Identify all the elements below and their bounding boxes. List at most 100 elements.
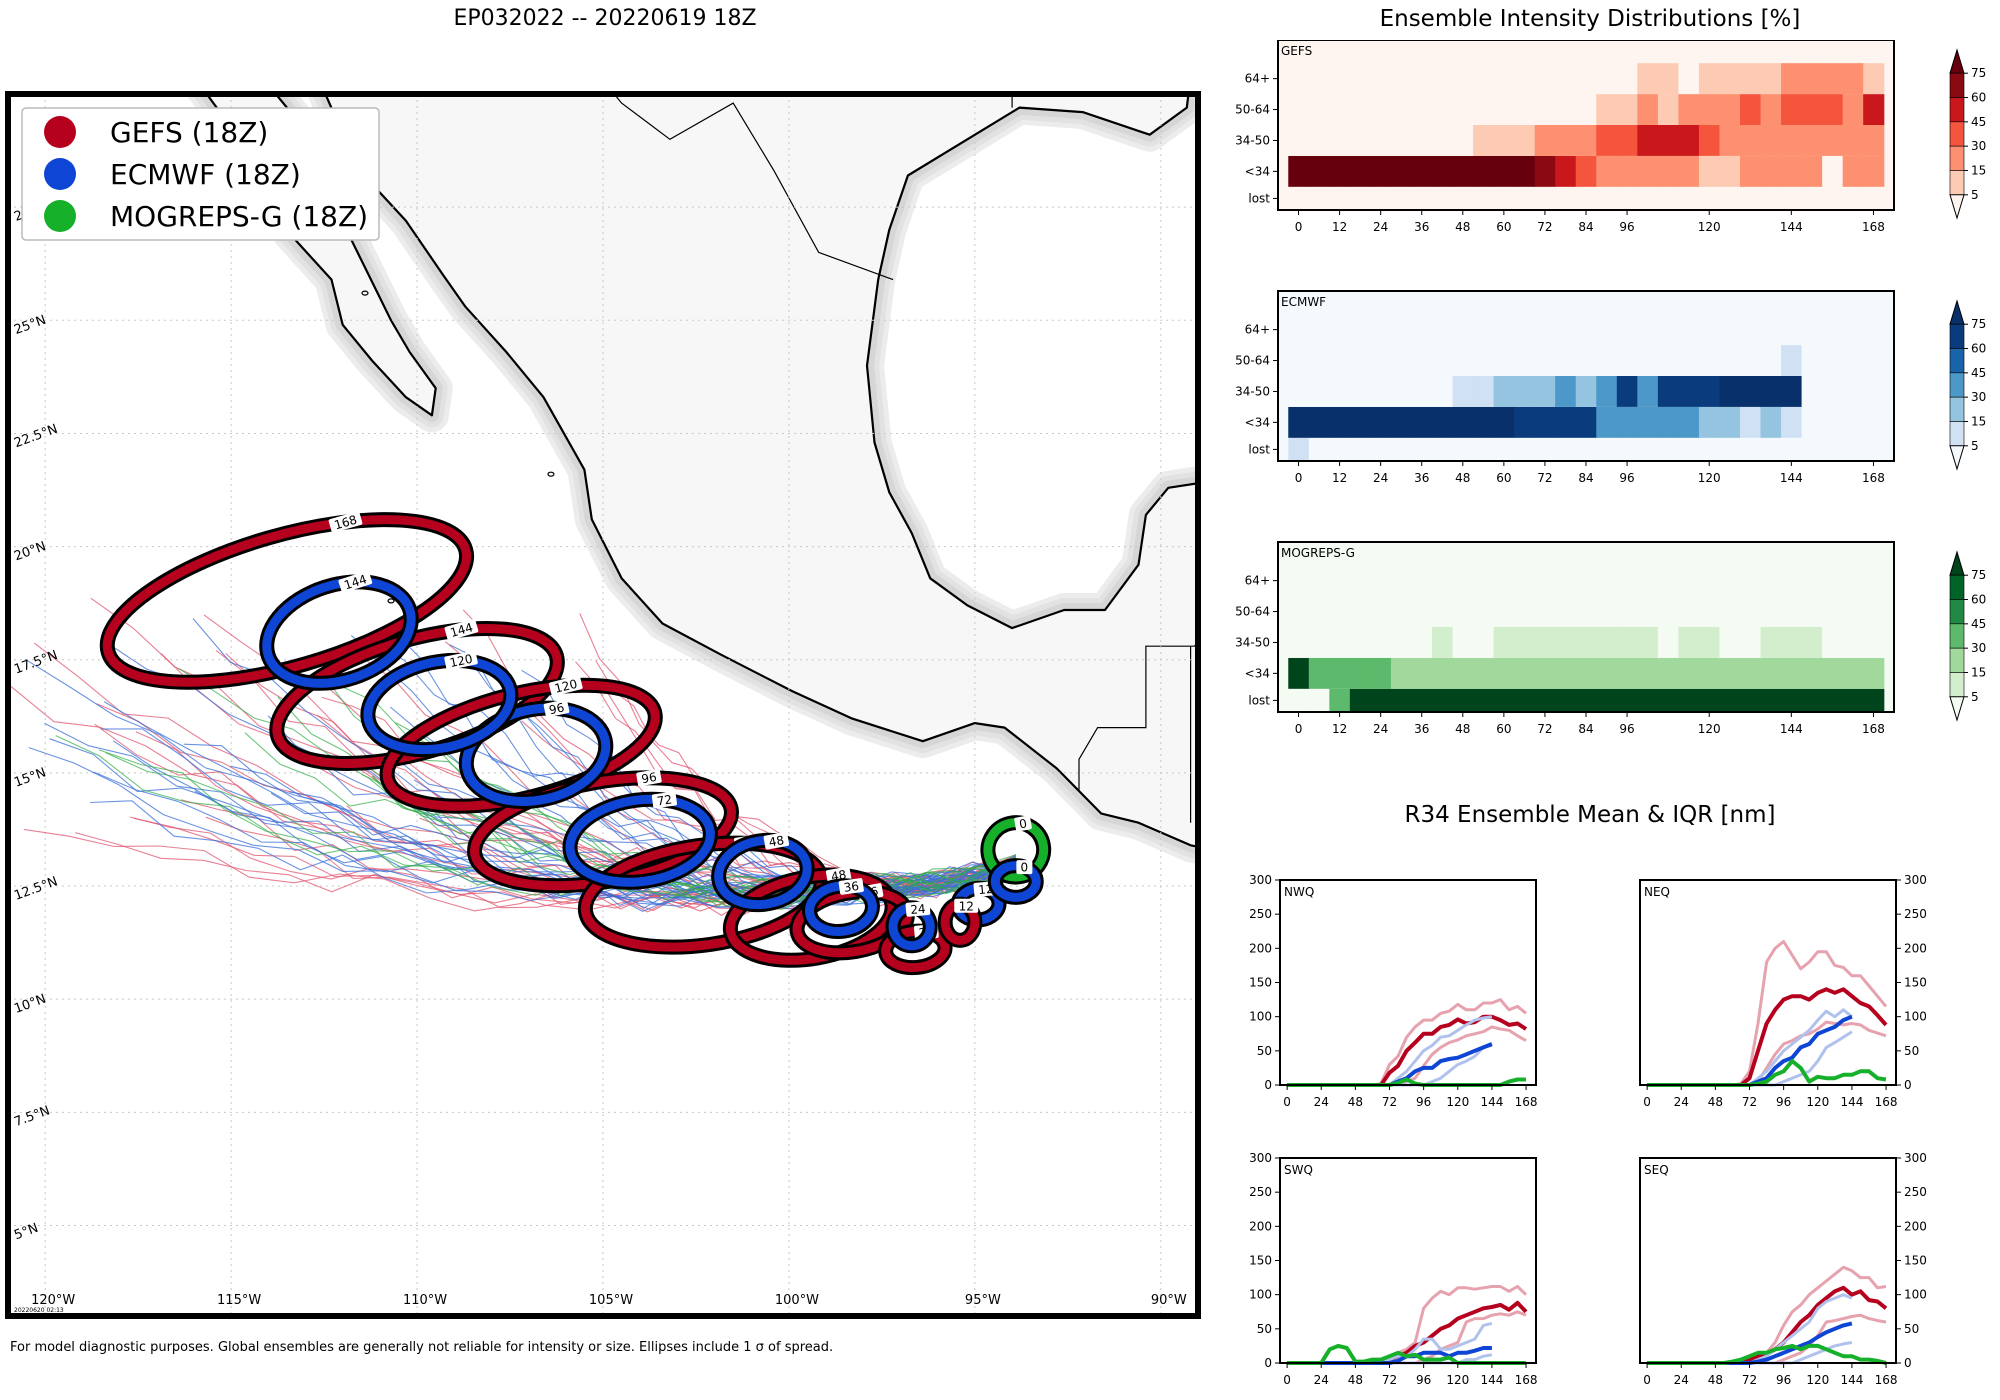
ellipse-label: 144 [342,572,368,592]
heat-cell [1575,596,1597,627]
colorbar-max [1949,48,1965,74]
heat-cell [1637,125,1659,156]
heat-cell [1534,437,1556,461]
y-tick-label: 250 [1904,1185,1927,1199]
heat-cell [1411,63,1433,95]
heat-cell [1863,657,1885,689]
heat-cell [1411,657,1433,689]
heat-cell [1698,314,1721,346]
heat-cell [1452,688,1474,712]
x-tick-label: 36 [1414,722,1429,736]
y-tick-label: 100 [1904,1288,1927,1302]
heat-cell [1452,94,1474,125]
heat-cell [1842,63,1864,95]
heat-cell [1740,437,1762,461]
colorbar-max [1949,299,1965,325]
heat-cell [1575,94,1597,125]
heat-cell [1452,596,1474,627]
heat-cell [1349,63,1371,95]
legend: GEFS (18Z) ECMWF (18Z) MOGREPS-G (18Z) [21,107,380,241]
heat-cell [1473,186,1495,210]
heat-cell [1842,155,1864,187]
heat-cell [1390,437,1413,461]
ellipse-ring [881,926,950,973]
heat-cell [1740,688,1762,712]
heat-cell [1432,627,1454,658]
lon-label: 90°W [1151,1293,1187,1308]
heat-cell [1842,406,1864,438]
colorbar-tick-label: 75 [1971,317,1986,331]
ellipse-label: 36 [843,879,860,895]
heat-cell [1288,94,1310,125]
ellipse-ecmwf-48: 48 [711,832,815,913]
heat-cell [1596,376,1618,407]
x-tick-label: 36 [1414,220,1429,234]
colorbar-min [1949,696,1965,722]
heat-cell [1760,186,1782,210]
heat-cell [1698,376,1721,407]
heat-cell [1596,155,1618,187]
heat-cell [1698,596,1721,627]
colorbar-tick-label: 5 [1971,188,1979,202]
x-tick-label: 72 [1537,722,1552,736]
heat-cell [1514,437,1536,461]
heat-cell [1822,688,1844,712]
x-tick-label: 168 [1515,1373,1538,1387]
heat-cell [1555,63,1577,95]
heat-cell [1288,345,1310,376]
heat-cell [1411,125,1433,156]
x-tick-label: 168 [1862,722,1885,736]
heat-cell [1822,94,1844,125]
lon-label: 105°W [589,1293,633,1308]
x-tick-label: 144 [1780,722,1803,736]
heat-cell [1514,376,1536,407]
x-tick-label: 96 [1416,1373,1431,1387]
heat-cell [1575,125,1597,156]
ellipse-label-box [549,675,583,697]
heat-cell [1349,94,1371,125]
heat-cell [1452,63,1474,95]
heat-cell [1349,627,1371,658]
heat-cell [1493,657,1515,689]
heat-cell [1473,314,1495,346]
heat-cell [1370,627,1392,658]
ellipse-mogreps-0: 0 [980,815,1052,885]
heat-cell [1411,627,1433,658]
heat-cell [1760,565,1782,597]
heat-cell [1493,186,1515,210]
heat-cell [1657,406,1679,438]
heat-cell [1452,376,1474,407]
ellipse-label-box [543,699,570,718]
island-4 [387,598,395,604]
y-tick-label: 200 [1249,1219,1272,1233]
heat-cell [1616,596,1638,627]
heat-cell [1842,345,1864,376]
heat-cell [1678,406,1700,438]
heat-cell [1863,688,1885,712]
x-tick-label: 60 [1496,471,1511,485]
heat-cell [1637,437,1659,461]
heat-cell [1452,437,1474,461]
y-tick-label: 64+ [1245,574,1270,588]
x-tick-label: 144 [1840,1095,1863,1109]
x-tick-label: 24 [1314,1373,1329,1387]
heat-cell [1452,186,1474,210]
legend-marker-0 [44,116,76,148]
heat-cell [1390,345,1413,376]
legend-label-2: MOGREPS-G (18Z) [110,200,368,233]
y-tick-label: 64+ [1245,323,1270,337]
heat-cell [1349,565,1371,597]
heat-cell [1534,657,1556,689]
heat-cell [1781,657,1803,689]
heat-cell [1575,345,1597,376]
x-tick-label: 24 [1674,1095,1689,1109]
heat-cell [1370,125,1392,156]
heat-cell [1822,125,1844,156]
heat-cell [1432,314,1454,346]
heat-cell [1473,596,1495,627]
uncertainty-ellipses: 1681441209672144489612072364803624241201… [99,511,1052,976]
heat-cell [1349,345,1371,376]
heat-cell [1760,437,1782,461]
x-tick-label: 0 [1295,471,1303,485]
colorbar-seg [1949,396,1965,422]
